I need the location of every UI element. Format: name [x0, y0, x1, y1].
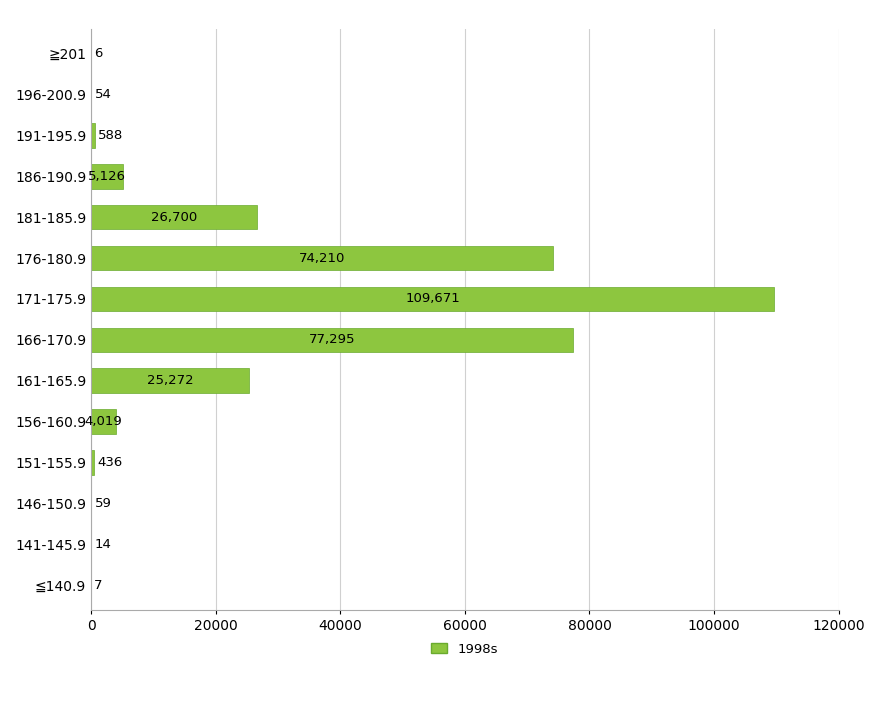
Bar: [92, 123, 95, 148]
Text: 7: 7: [94, 578, 103, 592]
Text: 588: 588: [98, 129, 123, 142]
Bar: [92, 450, 94, 475]
Legend: 1998s: 1998s: [426, 638, 503, 661]
Text: 6: 6: [94, 47, 103, 60]
Bar: [92, 287, 774, 312]
Bar: [92, 328, 573, 352]
Bar: [92, 164, 123, 188]
Text: 77,295: 77,295: [309, 333, 356, 346]
Text: 436: 436: [97, 456, 122, 469]
Text: 26,700: 26,700: [151, 211, 197, 224]
Text: 4,019: 4,019: [84, 415, 122, 428]
Text: 109,671: 109,671: [406, 292, 460, 305]
Text: 54: 54: [94, 88, 112, 101]
Text: 5,126: 5,126: [88, 170, 126, 183]
Text: 74,210: 74,210: [299, 251, 346, 265]
Text: 14: 14: [94, 538, 111, 551]
Bar: [92, 368, 248, 393]
Bar: [92, 246, 554, 270]
Text: 25,272: 25,272: [146, 375, 193, 387]
Text: 59: 59: [94, 497, 112, 510]
Bar: [92, 409, 116, 434]
Bar: [92, 205, 258, 229]
